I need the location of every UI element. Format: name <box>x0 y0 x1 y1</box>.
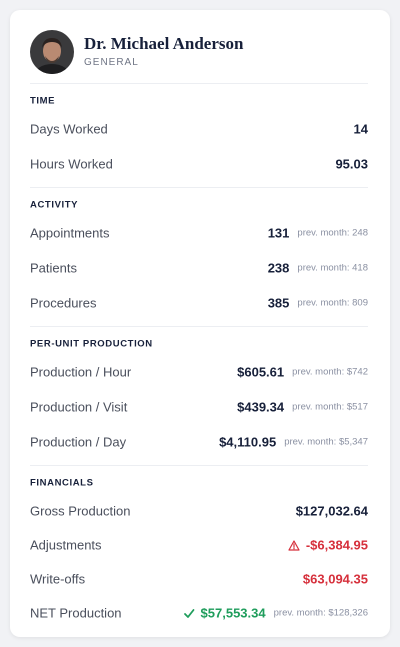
previous-month: prev. month: $742 <box>292 366 368 378</box>
metric-value: $63,094.35 <box>302 571 368 587</box>
previous-month: prev. month: $517 <box>292 401 368 413</box>
metric-row: Production / Day $4,110.95 prev. month: $5… <box>30 435 368 450</box>
section-title: TIME <box>30 95 56 107</box>
metric-values: $439.34 prev. month: $517 <box>237 400 368 415</box>
metric-values: $4,110.95 prev. month: $5,347 <box>219 435 368 450</box>
metric-label: Production / Visit <box>30 399 128 415</box>
metric-values: -$6,384.95 <box>288 538 368 553</box>
metric-label: Production / Day <box>30 434 127 450</box>
metric-value: 14 <box>353 121 368 137</box>
metric-label: Appointments <box>30 225 110 241</box>
metric-row: Days Worked 14 <box>30 122 368 137</box>
divider <box>30 83 368 84</box>
warning-icon <box>288 539 300 551</box>
metric-value: 95.03 <box>335 156 368 172</box>
metric-values: $127,032.64 <box>296 504 368 519</box>
metric-row: Write-offs $63,094.35 <box>30 572 368 587</box>
previous-month: prev. month: $128,326 <box>273 607 368 619</box>
metric-label: Write-offs <box>30 571 86 587</box>
metric-row: Gross Production $127,032.64 <box>30 504 368 519</box>
metric-row: Procedures 385 prev. month: 809 <box>30 296 368 311</box>
metric-row: Production / Hour $605.61 prev. month: $74… <box>30 365 368 380</box>
provider-role: GENERAL <box>84 57 139 68</box>
metric-values: 14 <box>354 122 368 137</box>
metric-value: $127,032.64 <box>295 503 368 519</box>
metric-value: 385 <box>267 295 290 311</box>
metric-row: Hours Worked 95.03 <box>30 157 368 172</box>
previous-month: prev. month: 809 <box>297 297 368 309</box>
metric-values: $63,094.35 <box>303 572 368 587</box>
metric-row: Adjustments -$6,384.95 <box>30 538 368 553</box>
metric-values: $605.61 prev. month: $742 <box>237 365 368 380</box>
metric-value: $57,553.34 <box>200 605 266 621</box>
metric-row: NET Production $57,553.34 prev. month: $12… <box>30 606 368 621</box>
previous-month: prev. month: 248 <box>297 227 368 239</box>
metric-label: Procedures <box>30 295 97 311</box>
metric-value: $4,110.95 <box>219 434 277 450</box>
divider <box>30 465 368 466</box>
divider <box>30 326 368 327</box>
section-title: ACTIVITY <box>30 199 79 211</box>
metric-row: Patients 238 prev. month: 418 <box>30 261 368 276</box>
metric-label: Adjustments <box>30 537 102 553</box>
check-icon <box>183 608 194 618</box>
provider-name: Dr. Michael Anderson <box>84 34 244 53</box>
metric-value: -$6,384.95 <box>305 537 368 553</box>
metric-label: Days Worked <box>30 121 108 137</box>
metric-label: Hours Worked <box>30 156 113 172</box>
metric-value: 238 <box>267 260 290 276</box>
metric-label: Patients <box>30 260 77 276</box>
metric-row: Production / Visit $439.34 prev. month: $5… <box>30 400 368 415</box>
section-title: PER-UNIT PRODUCTION <box>30 338 153 350</box>
metric-label: Production / Hour <box>30 364 132 380</box>
metric-values: 385 prev. month: 809 <box>268 296 368 311</box>
metric-values: 131 prev. month: 248 <box>268 226 368 241</box>
provider-card: Dr. Michael Anderson GENERAL TIME Days Wo… <box>10 10 390 637</box>
previous-month: prev. month: $5,347 <box>284 436 368 448</box>
previous-month: prev. month: 418 <box>297 262 368 274</box>
divider <box>30 187 368 188</box>
metric-row: Appointments 131 prev. month: 248 <box>30 226 368 241</box>
avatar <box>30 30 74 74</box>
metric-values: 238 prev. month: 418 <box>268 261 368 276</box>
metric-label: Gross Production <box>30 503 131 519</box>
metric-value: $605.61 <box>237 364 285 380</box>
metric-values: $57,553.34 prev. month: $128,326 <box>183 606 368 621</box>
metric-values: 95.03 <box>335 157 368 172</box>
metric-label: NET Production <box>30 605 122 621</box>
metric-value: $439.34 <box>237 399 285 415</box>
section-title: FINANCIALS <box>30 477 94 489</box>
metric-value: 131 <box>267 225 290 241</box>
